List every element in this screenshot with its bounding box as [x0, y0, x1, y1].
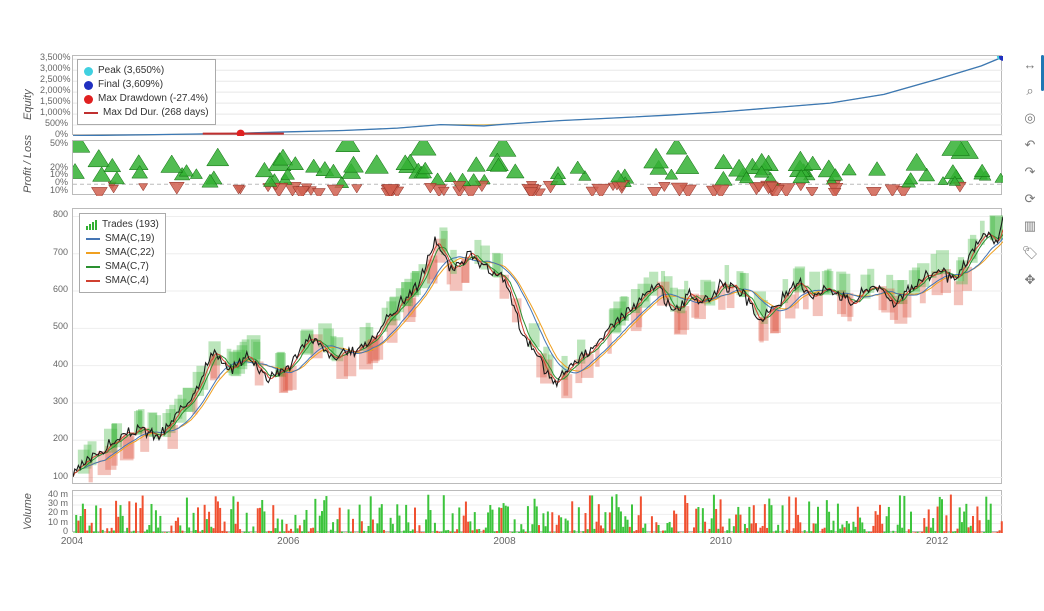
ytick-label: 3,500% [40, 52, 68, 62]
legend-item[interactable]: SMA(C,7) [86, 260, 159, 274]
ytick-label: 20 m [40, 507, 68, 517]
legend-item[interactable]: Peak (3,650%) [84, 64, 209, 78]
save-icon[interactable]: ▥ [1022, 218, 1038, 234]
legend-item[interactable]: Final (3,609%) [84, 78, 209, 92]
hover-icon[interactable]: 🏷 [1022, 245, 1038, 261]
legend-item[interactable]: Max Dd Dur. (268 days) [84, 106, 209, 120]
ytick-label: 30 m [40, 498, 68, 508]
zoom-icon[interactable]: ⌕ [1022, 83, 1038, 99]
redo-icon[interactable]: ↷ [1022, 164, 1038, 180]
crosshair-icon[interactable]: ✥ [1022, 272, 1038, 288]
legend-item[interactable]: Max Drawdown (-27.4%) [84, 92, 209, 106]
xtick-label: 2010 [710, 536, 732, 547]
backtest-chart: ↔ ⌕ ◎ ↶ ↷ ⟳ ▥ 🏷 ✥ Equity Peak (3,650%)Fi… [0, 0, 1044, 611]
ytick-label: 500 [40, 321, 68, 331]
legend-item[interactable]: SMA(C,4) [86, 274, 159, 288]
plot-toolbar: ↔ ⌕ ◎ ↶ ↷ ⟳ ▥ 🏷 ✥ [1020, 56, 1040, 288]
equity-ylabel: Equity [22, 89, 34, 120]
ytick-label: 50% [40, 138, 68, 148]
wheel-zoom-icon[interactable]: ◎ [1022, 110, 1038, 126]
xtick-label: 2008 [493, 536, 515, 547]
price-panel[interactable]: Trades (193)SMA(C,19)SMA(C,22)SMA(C,7)SM… [72, 208, 1002, 484]
ytick-label: 2,500% [40, 74, 68, 84]
equity-panel[interactable]: Peak (3,650%)Final (3,609%)Max Drawdown … [72, 55, 1002, 135]
xtick-label: 2012 [926, 536, 948, 547]
ytick-label: 2,000% [40, 85, 68, 95]
pl-ylabel: Profit / Loss [22, 135, 34, 193]
ytick-label: 100 [40, 471, 68, 481]
volume-ylabel: Volume [22, 493, 34, 530]
price-legend: Trades (193)SMA(C,19)SMA(C,22)SMA(C,7)SM… [79, 213, 166, 293]
ytick-label: 200 [40, 433, 68, 443]
pan-icon[interactable]: ↔ [1022, 56, 1038, 72]
ytick-label: 1,500% [40, 96, 68, 106]
xtick-label: 2004 [61, 536, 83, 547]
ytick-label: 0 [40, 526, 68, 536]
ytick-label: 300 [40, 396, 68, 406]
ytick-label: 20% [40, 162, 68, 172]
ytick-label: 600 [40, 284, 68, 294]
ytick-label: 1,000% [40, 107, 68, 117]
volume-panel[interactable] [72, 490, 1002, 532]
legend-item[interactable]: Trades (193) [86, 218, 159, 232]
legend-item[interactable]: SMA(C,22) [86, 246, 159, 260]
ytick-label: 10 m [40, 517, 68, 527]
volume-plot [73, 491, 1003, 533]
pl-plot [73, 141, 1003, 196]
ytick-label: 40 m [40, 489, 68, 499]
xtick-label: 2006 [277, 536, 299, 547]
undo-icon[interactable]: ↶ [1022, 137, 1038, 153]
ytick-label: 3,000% [40, 63, 68, 73]
price-plot [73, 209, 1003, 485]
legend-item[interactable]: SMA(C,19) [86, 232, 159, 246]
ytick-label: 800 [40, 209, 68, 219]
profit-loss-panel[interactable] [72, 140, 1002, 195]
equity-legend: Peak (3,650%)Final (3,609%)Max Drawdown … [77, 59, 216, 125]
ytick-label: 400 [40, 359, 68, 369]
reset-icon[interactable]: ⟳ [1022, 191, 1038, 207]
ytick-label: 500% [40, 118, 68, 128]
ytick-label: 700 [40, 247, 68, 257]
